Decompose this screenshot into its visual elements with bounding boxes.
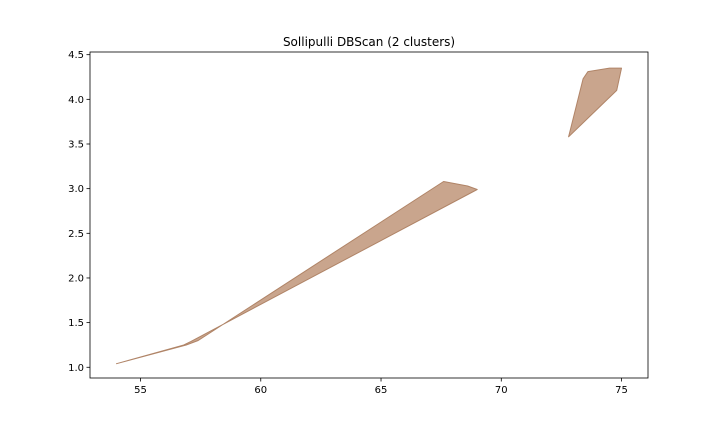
y-tick-label: 3.5: [68, 139, 84, 150]
series-layer: [116, 67, 622, 365]
y-tick-label: 2.5: [68, 229, 84, 240]
x-tick-label: 75: [615, 385, 628, 396]
y-tick-label: 2.0: [68, 273, 84, 284]
chart-title: Sollipulli DBScan (2 clusters): [283, 35, 455, 49]
x-tick-label: 60: [254, 385, 267, 396]
y-tick-label: 4.0: [68, 95, 84, 106]
y-tick-label: 1.5: [68, 318, 84, 329]
y-axis: 1.0 1.5 2.0 2.5 3.0 3.5 4.0 4.5: [68, 50, 90, 374]
x-axis: 55 60 65 70 75: [134, 378, 628, 396]
y-tick-label: 3.0: [68, 184, 84, 195]
cluster-1-area: [116, 181, 478, 365]
x-tick-label: 70: [495, 385, 508, 396]
x-tick-label: 55: [134, 385, 147, 396]
x-tick-label: 65: [375, 385, 388, 396]
cluster-2-area: [568, 67, 622, 138]
plot-frame: [89, 51, 649, 379]
y-tick-label: 1.0: [68, 363, 84, 374]
y-tick-label: 4.5: [68, 50, 84, 61]
